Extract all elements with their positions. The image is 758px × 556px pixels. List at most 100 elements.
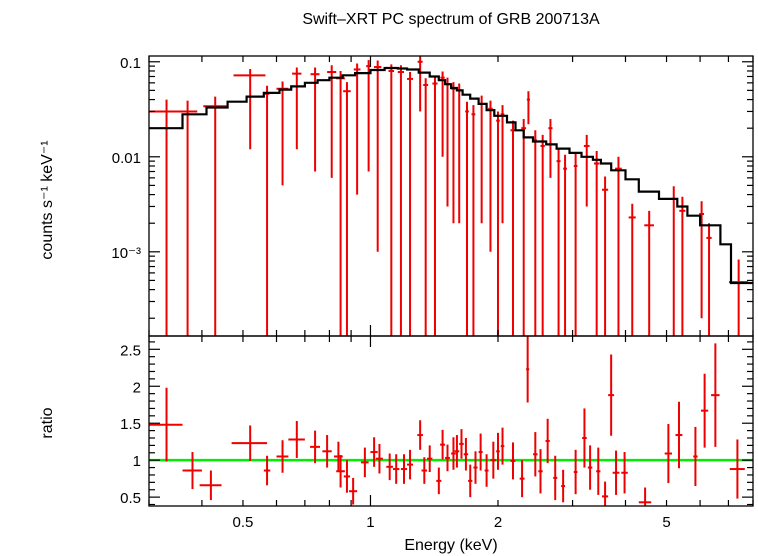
spectrum-data-points: [149, 56, 748, 336]
y-tick-label: 10⁻³: [111, 245, 141, 262]
spectrum-data-point: [479, 95, 485, 224]
ratio-data-point: [349, 477, 358, 505]
ratio-data-point: [459, 429, 464, 459]
ratio-data-point: [473, 451, 478, 484]
ratio-data-point: [451, 437, 456, 470]
spectrum-data-point: [488, 100, 493, 252]
spectrum-data-point: [292, 67, 302, 150]
ratio-data-point: [468, 464, 473, 498]
spectrum-data-point: [593, 151, 600, 336]
spectrum-data-point: [556, 149, 561, 336]
ratio-data-point: [587, 445, 593, 490]
ratio-data-point: [392, 454, 400, 484]
ratio-data-point: [478, 433, 483, 471]
ratio-x-ticks: 0.5 1 2 5: [148, 336, 754, 531]
spectrum-data-point: [563, 154, 567, 336]
spectrum-data-point: [353, 63, 361, 195]
y-tick-label: 0.1: [120, 55, 141, 72]
ratio-data-point: [612, 450, 620, 495]
ratio-data-point: [573, 449, 578, 495]
spectrum-data-point: [343, 82, 351, 336]
ratio-data-point: [375, 443, 383, 474]
spectrum-data-point: [601, 176, 609, 336]
ratio-data-point: [336, 455, 345, 488]
x-axis-label: Energy (keV): [404, 537, 497, 554]
ratio-data-point: [310, 430, 320, 464]
ratio-data-point: [440, 429, 446, 460]
spectrum-data-point: [366, 60, 372, 172]
spectrum-data-point: [336, 70, 345, 336]
ratio-data-point: [608, 354, 615, 436]
spectrum-data-point: [149, 99, 183, 336]
spectrum-data-point: [533, 130, 537, 336]
ratio-data-point: [421, 457, 428, 484]
spectrum-data-point: [456, 83, 462, 224]
ratio-data-point: [526, 336, 530, 403]
ratio-data-point: [500, 427, 505, 465]
spectrum-data-point: [573, 152, 578, 336]
ratio-data-point: [436, 467, 442, 495]
spectrum-data-point: [417, 56, 423, 112]
ratio-data-points: [149, 336, 745, 506]
ratio-data-point: [621, 452, 628, 494]
y-tick-label: 2: [133, 379, 141, 396]
ratio-panel: 0.5 1 1.5 2 2.5 0.5 1 2 5 ratio Energy (keV): [39, 335, 754, 554]
y-tick-label: 1.5: [120, 416, 141, 433]
ratio-data-point: [601, 481, 609, 506]
ratio-data-point: [361, 447, 369, 478]
ratio-data-point: [533, 432, 538, 477]
ratio-data-point: [545, 418, 550, 464]
ratio-data-point: [664, 423, 672, 484]
spectrum-data-point: [526, 91, 530, 125]
ratio-data-point: [463, 438, 469, 471]
ratio-data-point: [553, 455, 558, 501]
x-tick-label: 0.5: [233, 514, 254, 531]
ratio-data-point: [638, 487, 652, 506]
spectrum-y-ticks: 0.1 0.01 10⁻³: [111, 55, 753, 319]
y-tick-label: 0.5: [120, 490, 141, 507]
ratio-data-point: [675, 401, 683, 469]
ratio-data-point: [510, 442, 516, 480]
ratio-data-point: [693, 426, 698, 487]
ratio-data-point: [729, 439, 745, 499]
spectrum-data-point: [669, 186, 678, 336]
spectrum-data-point: [373, 60, 382, 252]
ratio-data-point: [343, 460, 351, 493]
y-tick-label: 2.5: [120, 342, 141, 359]
ratio-data-point: [496, 432, 500, 470]
ratio-data-point: [182, 452, 202, 489]
ratio-data-point: [445, 444, 450, 472]
spectrum-data-point: [397, 65, 405, 336]
spectrum-data-point: [706, 223, 712, 336]
x-tick-label: 2: [494, 514, 502, 531]
ratio-data-point: [149, 387, 183, 462]
spectrum-data-point: [540, 134, 545, 336]
ratio-y-ticks: 0.5 1 1.5 2 2.5: [120, 341, 753, 507]
spectrum-data-point: [548, 118, 553, 178]
spectrum-data-point: [521, 118, 527, 336]
spectrum-data-point: [407, 72, 413, 336]
spectrum-data-point: [500, 105, 505, 224]
spectrum-data-point: [177, 100, 198, 336]
ratio-data-point: [370, 437, 378, 467]
ratio-data-point: [700, 373, 709, 448]
chart-title: Swift–XRT PC spectrum of GRB 200713A: [302, 11, 600, 28]
spectrum-data-point: [276, 81, 289, 186]
spectrum-x-ticks: [148, 56, 754, 336]
ratio-data-point: [519, 460, 525, 498]
ratio-data-point: [322, 435, 332, 468]
ratio-data-point: [596, 447, 601, 495]
spectrum-data-point: [203, 96, 227, 336]
y-tick-label: 0.01: [112, 150, 141, 167]
spectrum-data-point: [471, 105, 476, 336]
spectrum-data-point: [679, 196, 686, 336]
spectrum-data-point: [628, 203, 636, 336]
x-tick-label: 1: [366, 514, 374, 531]
ratio-data-point: [711, 343, 720, 447]
spectrum-data-point: [644, 210, 654, 336]
x-tick-label: 5: [662, 514, 670, 531]
spectrum-data-point: [451, 82, 456, 224]
spectrum-panel: 0.1 0.01 10⁻³ counts s⁻¹ keV⁻¹: [39, 55, 754, 337]
spectrum-model-line: [149, 66, 753, 285]
